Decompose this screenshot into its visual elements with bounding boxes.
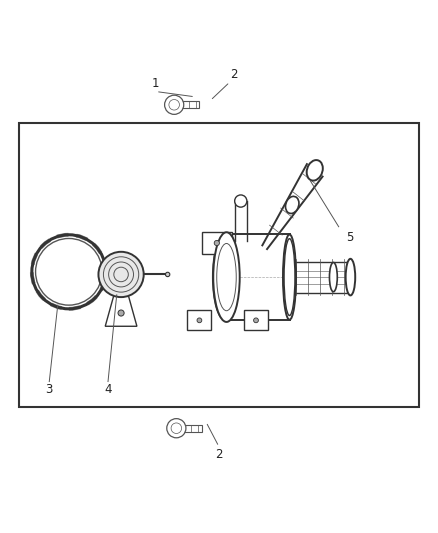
Text: 1: 1 [152, 77, 159, 90]
Bar [19, 123, 419, 407]
Ellipse shape [99, 252, 144, 297]
Text: 3: 3 [46, 383, 53, 396]
Ellipse shape [286, 196, 299, 214]
Ellipse shape [254, 318, 258, 322]
FancyBboxPatch shape [174, 101, 199, 108]
Ellipse shape [329, 262, 337, 292]
Ellipse shape [307, 160, 323, 181]
FancyBboxPatch shape [244, 310, 268, 330]
Polygon shape [105, 294, 137, 326]
Ellipse shape [217, 244, 236, 311]
FancyBboxPatch shape [187, 310, 212, 330]
Ellipse shape [214, 240, 219, 246]
Ellipse shape [197, 318, 202, 322]
Ellipse shape [213, 235, 237, 320]
Ellipse shape [284, 239, 295, 316]
Text: 4: 4 [104, 383, 112, 396]
Ellipse shape [30, 233, 108, 311]
Ellipse shape [166, 272, 170, 277]
Ellipse shape [165, 95, 184, 115]
Ellipse shape [283, 235, 296, 320]
Ellipse shape [346, 259, 355, 295]
Ellipse shape [235, 195, 247, 207]
FancyBboxPatch shape [177, 425, 201, 432]
Text: 2: 2 [230, 68, 238, 80]
Ellipse shape [118, 310, 124, 316]
Ellipse shape [167, 418, 186, 438]
Ellipse shape [171, 423, 182, 433]
Ellipse shape [169, 100, 180, 110]
Ellipse shape [213, 232, 240, 322]
FancyBboxPatch shape [201, 232, 232, 254]
Text: 2: 2 [215, 448, 223, 461]
Text: 5: 5 [346, 231, 353, 244]
